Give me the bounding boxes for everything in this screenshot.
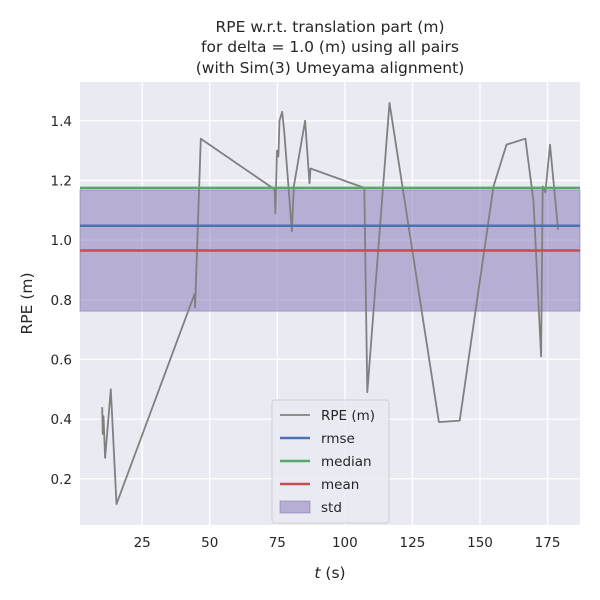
- x-tick-label: 50: [201, 535, 218, 551]
- y-tick-labels: 0.2 0.4 0.6 0.8 1.0 1.2 1.4: [51, 114, 72, 488]
- legend-label-RPE (m): RPE (m): [321, 408, 375, 424]
- legend-swatch-std: [279, 500, 311, 514]
- title-line-3: (with Sim(3) Umeyama alignment): [196, 59, 465, 77]
- title-line-1: RPE w.r.t. translation part (m): [215, 18, 444, 36]
- legend-label-std: std: [321, 500, 342, 516]
- x-tick-label: 75: [269, 535, 286, 551]
- legend-label-rmse: rmse: [321, 431, 355, 447]
- y-tick-label: 1.2: [51, 173, 72, 189]
- y-tick-label: 0.4: [51, 412, 72, 428]
- chart-title: RPE w.r.t. translation part (m) for delt…: [196, 18, 465, 77]
- y-tick-label: 1.0: [51, 233, 72, 249]
- y-tick-label: 0.6: [51, 352, 72, 368]
- y-tick-label: 1.4: [51, 114, 72, 130]
- x-axis-label: t (s): [314, 564, 345, 582]
- legend-box: [271, 399, 390, 524]
- x-tick-label: 100: [332, 535, 358, 551]
- y-tick-label: 0.8: [51, 293, 72, 309]
- x-tick-label: 25: [134, 535, 151, 551]
- legend-label-median: median: [321, 454, 372, 470]
- x-tick-labels: 25 50 75 100 125 150 175: [134, 535, 561, 551]
- title-line-2: for delta = 1.0 (m) using all pairs: [201, 38, 459, 56]
- legend-label-mean: mean: [321, 477, 359, 493]
- y-tick-label: 0.2: [51, 472, 72, 488]
- y-axis-label: RPE (m): [18, 272, 36, 334]
- x-tick-label: 150: [467, 535, 493, 551]
- stat-lines-layer: [80, 186, 580, 252]
- x-axis-label-unit: (s): [320, 564, 345, 582]
- x-axis-label-var: t: [314, 564, 321, 582]
- rpe-line-layer: [101, 102, 559, 506]
- x-tick-label: 175: [535, 535, 561, 551]
- legend: RPE (m) rmse median mean std: [271, 399, 390, 524]
- rpe-series-line: [101, 102, 559, 506]
- x-tick-label: 125: [400, 535, 426, 551]
